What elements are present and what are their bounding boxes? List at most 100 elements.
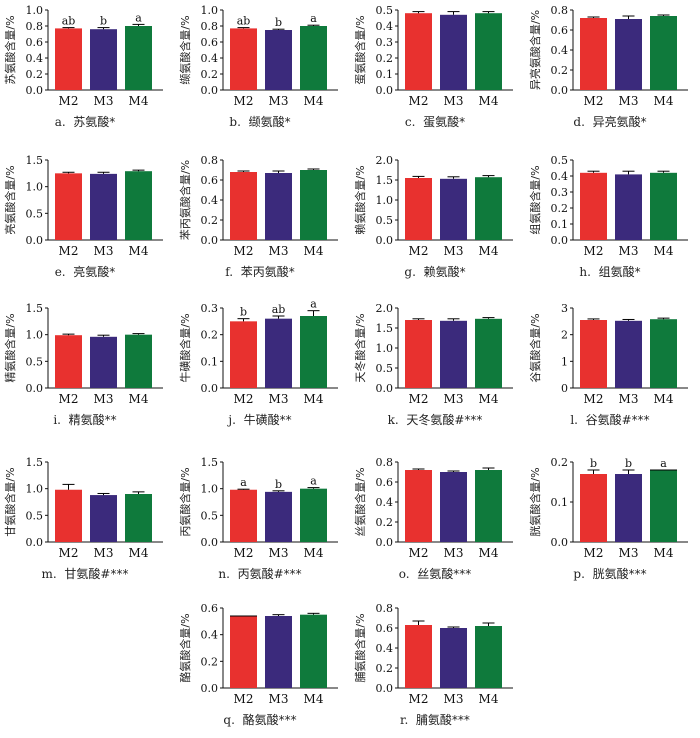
x-tick-label: M3	[619, 546, 639, 560]
chart-panel-g: 赖氨酸含量/% 0.0 0.5 1.0 1.5 2.0 M2 M3 M4 g. 赖氨酸*	[350, 150, 520, 290]
bar-M2	[405, 625, 432, 688]
y-tick-label: 0	[561, 382, 568, 395]
significance-letter: b	[275, 478, 282, 491]
x-tick-label: M3	[94, 546, 114, 560]
bar-M3	[90, 495, 117, 542]
bar-M4	[125, 171, 152, 240]
y-tick-label: 0.2	[201, 655, 219, 668]
bar-M3	[440, 472, 467, 542]
x-tick-label: M3	[444, 94, 464, 108]
panel-caption-text: 丙氨酸#***	[237, 567, 302, 581]
x-tick-label: M2	[584, 94, 604, 108]
x-tick-label: M3	[94, 392, 114, 406]
panel-caption-text: 蛋氨酸*	[423, 115, 466, 129]
bar-M3	[615, 474, 642, 542]
y-tick-label: 0.2	[201, 214, 219, 227]
y-tick-label: 0.8	[201, 154, 219, 167]
chart-svg-r: 脯氨酸含量/% 0.0 0.2 0.4 0.6 0.8 M2 M3 M4	[353, 602, 513, 706]
y-axis-title: 异亮氨酸含量/%	[528, 10, 542, 90]
y-tick-label: 0.6	[201, 602, 219, 615]
x-tick-label: M3	[94, 244, 114, 258]
panel-letter: m.	[41, 567, 57, 581]
x-tick-label: M3	[619, 244, 639, 258]
x-tick-label: M4	[304, 94, 324, 108]
y-tick-label: 0.0	[26, 234, 44, 247]
x-tick-label: M3	[269, 94, 289, 108]
y-tick-label: 0.5	[376, 4, 394, 17]
panel-caption: r. 脯氨酸***	[350, 711, 520, 728]
panel-caption-text: 甘氨酸#***	[64, 567, 129, 581]
chart-svg-o: 丝氨酸含量/% 0.0 0.2 0.4 0.6 0.8 M2 M3 M4	[353, 456, 513, 560]
y-axis-title: 组氨酸含量/%	[528, 165, 542, 234]
y-tick-label: 0.2	[201, 329, 219, 342]
panel-letter: g.	[404, 265, 416, 279]
x-tick-label: M2	[234, 94, 254, 108]
y-tick-label: 0.3	[376, 36, 394, 49]
chart-panel-b: 缬氨酸含量/% 0.0 0.2 0.4 0.6 0.8 1.0 M2 ab M3 b M4 a b. 缬氨…	[175, 0, 345, 140]
y-axis-title: 脯氨酸含量/%	[353, 613, 367, 682]
x-tick-label: M2	[409, 94, 429, 108]
chart-svg-m: 甘氨酸含量/% 0.0 0.5 1.0 1.5 M2 M3 M4	[3, 456, 163, 560]
chart-svg-l: 谷氨酸含量/% 0 1 2 3 M2 M3 M4	[528, 302, 688, 406]
chart-panel-c: 蛋氨酸含量/% 0.0 0.1 0.2 0.3 0.4 0.5 M2 M3 M4 c. 蛋氨酸*	[350, 0, 520, 140]
x-tick-label: M3	[269, 244, 289, 258]
chart-svg-a: 苏氨酸含量/% 0.0 0.2 0.4 0.6 0.8 1.0 M2 ab M3 b M4 a	[3, 4, 163, 108]
y-tick-label: 0.2	[201, 68, 219, 81]
y-tick-label: 1.0	[376, 342, 394, 355]
panel-caption-text: 亮氨酸*	[73, 265, 116, 279]
chart-svg-b: 缬氨酸含量/% 0.0 0.2 0.4 0.6 0.8 1.0 M2 ab M3 b M4 a	[178, 4, 338, 108]
chart-svg-f: 苯丙氨酸含量/% 0.0 0.2 0.4 0.6 0.8 M2 M3 M4	[178, 154, 338, 258]
y-tick-label: 0.0	[376, 234, 394, 247]
bar-M3	[90, 29, 117, 90]
x-tick-label: M3	[269, 392, 289, 406]
panel-caption-text: 酪氨酸***	[242, 713, 297, 727]
panel-caption: m. 甘氨酸#***	[0, 565, 170, 582]
y-tick-label: 0.0	[551, 84, 569, 97]
x-tick-label: M3	[619, 94, 639, 108]
x-tick-label: M4	[479, 546, 499, 560]
bar-M2	[230, 28, 257, 90]
bar-M4	[300, 614, 327, 688]
panel-caption: p. 胱氨酸***	[525, 565, 695, 582]
x-tick-label: M3	[444, 392, 464, 406]
bar-M2	[405, 470, 432, 542]
panel-letter: k.	[387, 413, 399, 427]
panel-letter: r.	[400, 713, 409, 727]
y-tick-label: 0.0	[376, 84, 394, 97]
panel-caption: c. 蛋氨酸*	[350, 113, 520, 130]
y-tick-label: 0.0	[26, 536, 44, 549]
bar-M4	[475, 318, 502, 388]
y-tick-label: 0.1	[551, 218, 569, 231]
significance-letter: ab	[62, 15, 76, 28]
y-tick-label: 0.4	[376, 20, 394, 33]
y-tick-label: 0.2	[376, 662, 394, 675]
bar-M3	[265, 318, 292, 388]
bar-M4	[650, 172, 677, 240]
bar-M2	[405, 178, 432, 240]
panel-caption-text: 异亮氨酸*	[592, 115, 647, 129]
y-tick-label: 0.2	[551, 456, 569, 469]
y-axis-title: 蛋氨酸含量/%	[353, 15, 367, 84]
chart-panel-j: 牛磺酸含量/% 0.0 0.1 0.2 0.3 M2 b M3 ab M4 a j. 牛磺酸**	[175, 298, 345, 438]
x-tick-label: M4	[654, 392, 674, 406]
y-tick-label: 1.0	[201, 483, 219, 496]
bar-M3	[265, 491, 292, 542]
bar-M4	[300, 26, 327, 90]
bar-M4	[125, 334, 152, 388]
y-tick-label: 0.2	[376, 52, 394, 65]
chart-panel-l: 谷氨酸含量/% 0 1 2 3 M2 M3 M4 l. 谷氨酸#***	[525, 298, 695, 438]
chart-svg-q: 酪氨酸含量/% 0.0 0.2 0.4 0.6 M2 M3 M4	[178, 602, 338, 706]
bar-M3	[440, 320, 467, 388]
significance-letter: b	[625, 457, 632, 470]
significance-letter: a	[310, 475, 317, 488]
x-tick-label: M2	[59, 94, 79, 108]
y-tick-label: 0.8	[26, 20, 44, 33]
x-tick-label: M4	[479, 692, 499, 706]
x-tick-label: M4	[129, 546, 149, 560]
panel-caption-text: 苯丙氨酸*	[240, 265, 295, 279]
x-tick-label: M4	[129, 392, 149, 406]
bar-M4	[125, 26, 152, 90]
bar-M3	[90, 336, 117, 388]
chart-panel-m: 甘氨酸含量/% 0.0 0.5 1.0 1.5 M2 M3 M4 m. 甘氨酸#***	[0, 452, 170, 592]
chart-svg-n: 丙氨酸含量/% 0.0 0.5 1.0 1.5 M2 a M3 b M4 a	[178, 456, 338, 560]
